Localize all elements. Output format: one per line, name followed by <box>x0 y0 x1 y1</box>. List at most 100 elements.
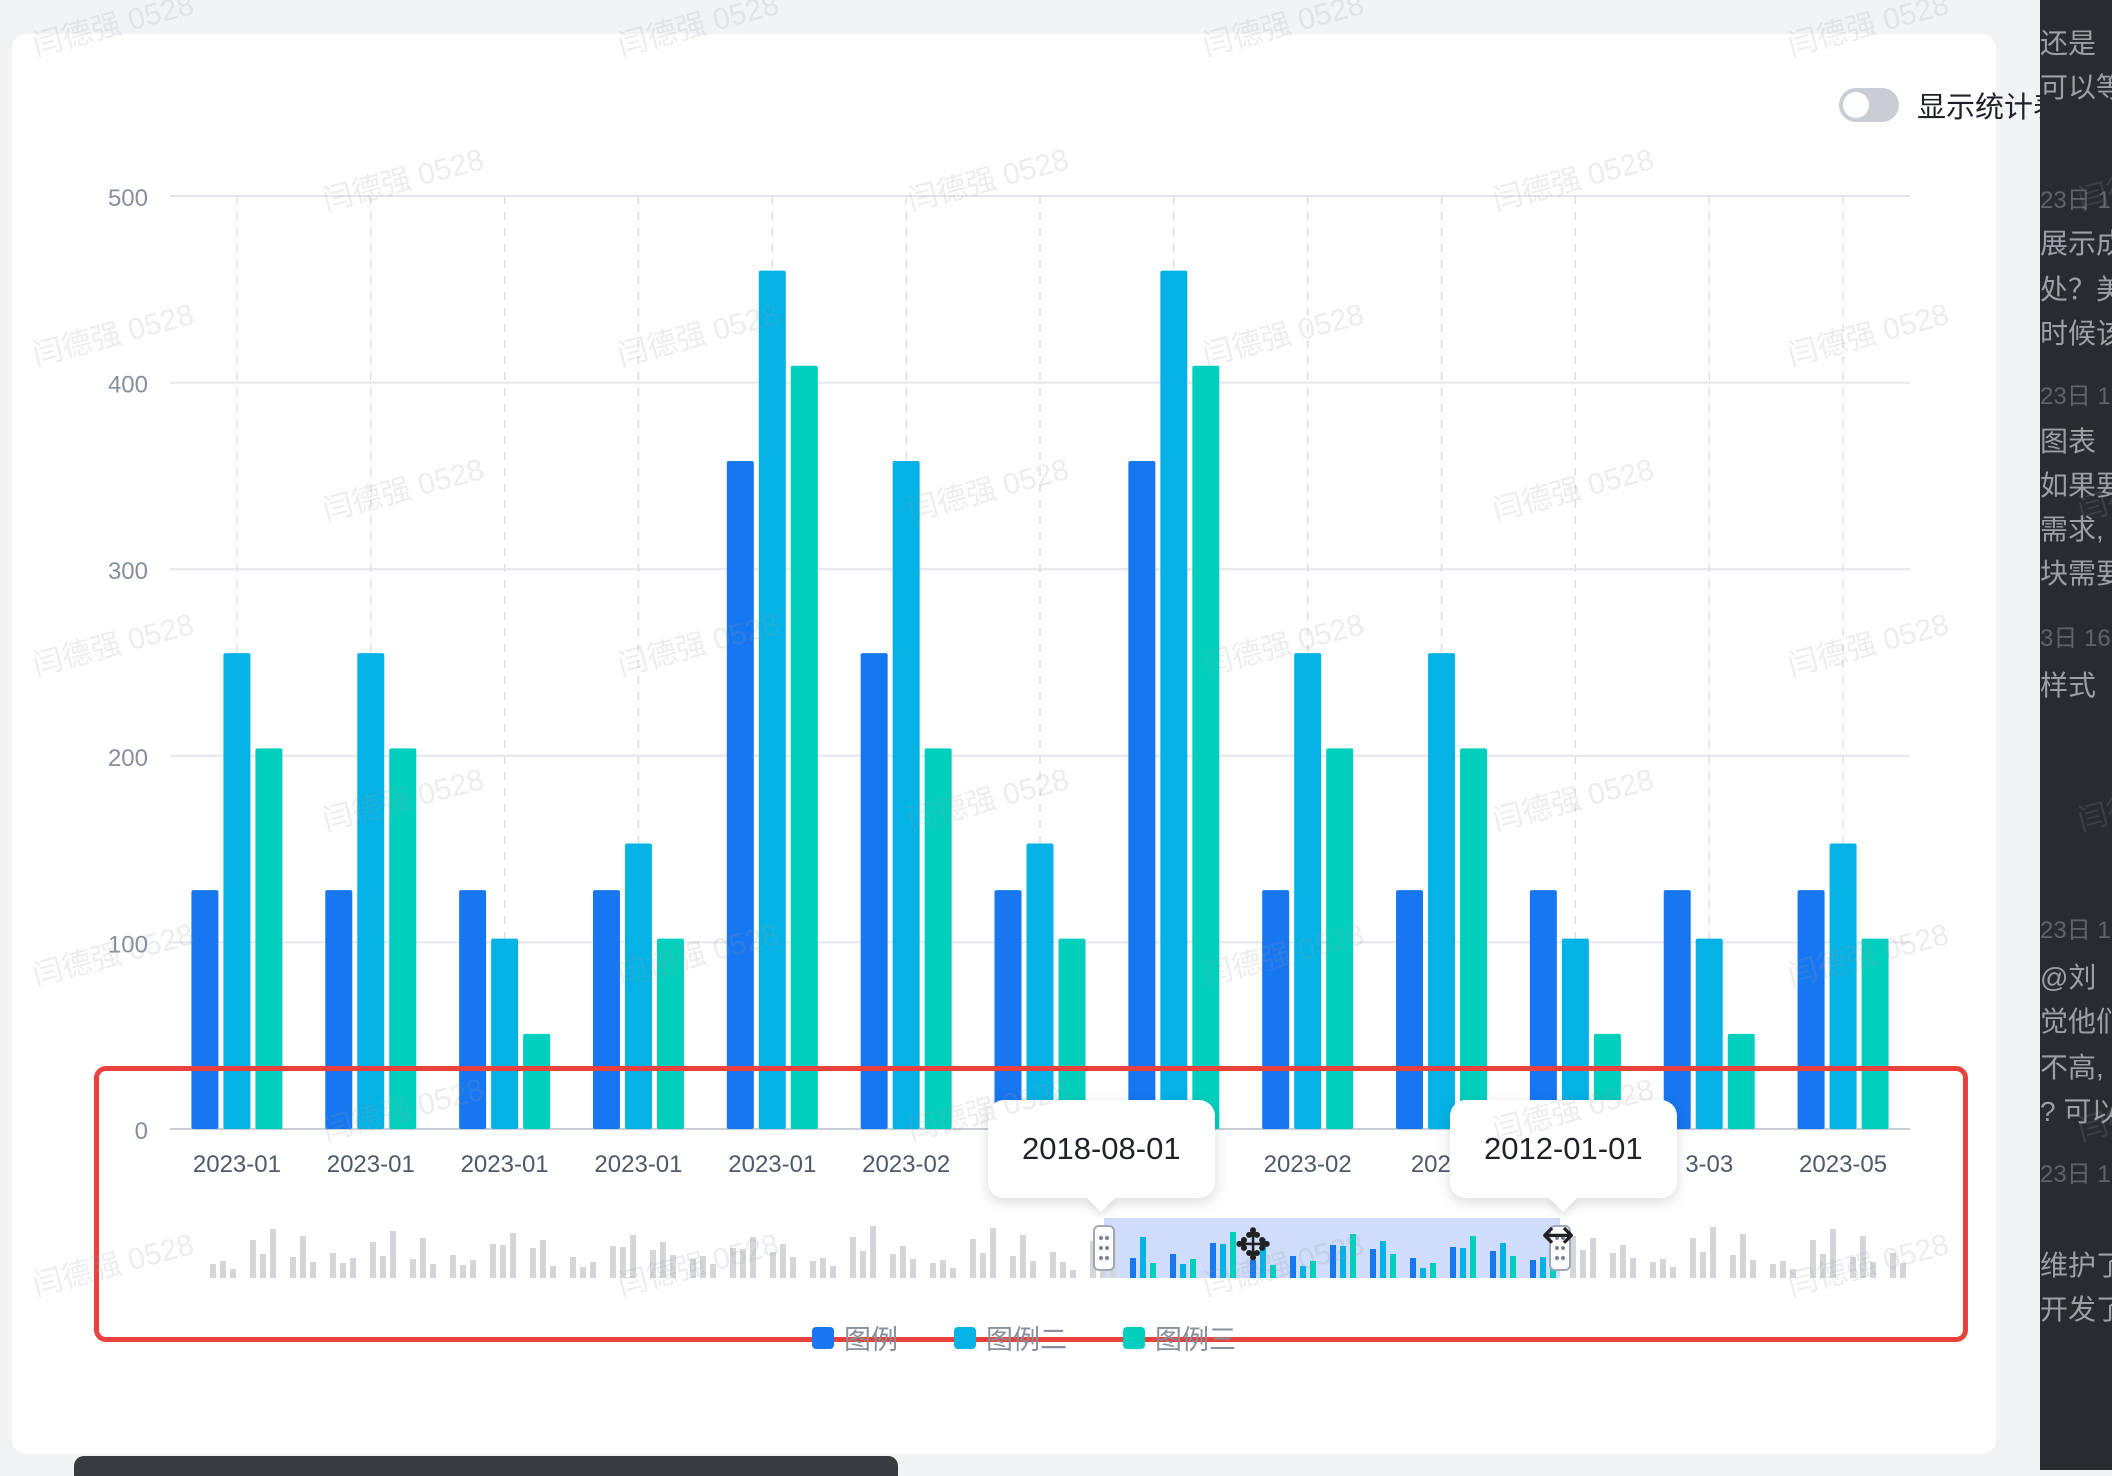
datazoom-mini-bar <box>1030 1261 1036 1278</box>
datazoom-mini-bar <box>810 1261 816 1278</box>
datazoom-mini-bar <box>1460 1248 1466 1278</box>
datazoom-mini-bar <box>1190 1259 1196 1278</box>
datazoom-mini-bar <box>1620 1245 1626 1278</box>
datazoom-mini-bar <box>1380 1241 1386 1278</box>
bar-series2 <box>1294 653 1322 1129</box>
bar-series3 <box>1460 748 1488 1129</box>
datazoom-mini-bar <box>1310 1261 1316 1278</box>
datazoom-mini-bar <box>770 1252 776 1278</box>
legend-item-3[interactable]: 图例三 <box>1123 1318 1236 1357</box>
handle-grip-dot <box>1099 1246 1103 1250</box>
resize-cursor-icon: ↔ <box>1541 1212 1575 1258</box>
legend-item-2[interactable]: 图例二 <box>954 1318 1067 1357</box>
datazoom-mini-bar <box>380 1256 386 1278</box>
datazoom-mini-bar <box>260 1254 266 1278</box>
bar-series2 <box>1829 843 1857 1129</box>
bar-series1 <box>1262 890 1290 1129</box>
datazoom-mini-bar <box>580 1267 586 1278</box>
x-tick-label: 2023-01 <box>728 1151 816 1178</box>
bar-series3 <box>389 748 417 1129</box>
bar-series1 <box>1797 890 1825 1129</box>
handle-grip-dot <box>1105 1236 1109 1240</box>
datazoom-mini-bar <box>910 1259 916 1278</box>
datazoom-mini-bar <box>670 1255 676 1278</box>
datazoom-mini-bar <box>510 1233 516 1278</box>
handle-grip-dot <box>1561 1246 1565 1250</box>
datazoom-mini-bar <box>1150 1263 1156 1278</box>
legend-label-1: 图例 <box>844 1325 898 1355</box>
bar-series3 <box>1058 938 1086 1129</box>
datazoom-mini-bar <box>1230 1232 1236 1278</box>
handle-grip-dot <box>1555 1256 1559 1260</box>
bar-series2 <box>1561 938 1589 1129</box>
datazoom-start-handle <box>1093 1225 1115 1271</box>
bar-series2 <box>624 843 652 1129</box>
datazoom-mini-bar <box>1140 1237 1146 1278</box>
datazoom-mini-bar <box>1350 1234 1356 1278</box>
datazoom-mini-bar <box>500 1245 506 1278</box>
datazoom-mini-bar <box>210 1264 216 1278</box>
datazoom-mini-bar <box>970 1239 976 1278</box>
datazoom-mini-bar <box>570 1257 576 1278</box>
legend-item-1[interactable]: 图例 <box>812 1318 898 1357</box>
datazoom-mini-bar <box>1710 1227 1716 1278</box>
datazoom-mini-bar <box>790 1257 796 1278</box>
bar-series3 <box>1192 365 1220 1129</box>
datazoom-mini-bar <box>1740 1234 1746 1278</box>
datazoom-mini-bar <box>950 1268 956 1278</box>
chart-card <box>12 34 1996 1454</box>
bar-series1 <box>726 460 754 1129</box>
datazoom-mini-bar <box>780 1244 786 1278</box>
datazoom-end-handle <box>1549 1225 1571 1271</box>
datazoom-mini-bar <box>1670 1267 1676 1278</box>
datazoom-mini-bar <box>1450 1247 1456 1278</box>
datazoom-mini-bar <box>1820 1254 1826 1278</box>
datazoom-mini-bar <box>650 1250 656 1278</box>
y-tick-label: 100 <box>108 931 148 958</box>
datazoom-mini-bar <box>1010 1256 1016 1278</box>
datazoom-mini-bar <box>1500 1243 1506 1278</box>
datazoom-mini-bar <box>490 1244 496 1278</box>
bar-series3 <box>523 1033 551 1129</box>
datazoom-mini-bar <box>690 1259 696 1278</box>
datazoom-mini-bar <box>660 1242 666 1278</box>
datazoom-mini-bar <box>750 1237 756 1278</box>
datazoom-mini-bar <box>540 1240 546 1278</box>
datazoom-mini-bar <box>1340 1246 1346 1278</box>
show-table-toggle[interactable] <box>1838 88 1899 122</box>
bar-series1 <box>860 653 888 1129</box>
datazoom-mini-bar <box>710 1264 716 1278</box>
datazoom-mini-bar <box>890 1254 896 1278</box>
bar-series3 <box>1727 1033 1755 1129</box>
bottom-bar <box>74 1456 898 1476</box>
datazoom-mini-bar <box>1370 1249 1376 1278</box>
datazoom-mini-bar <box>1570 1236 1576 1278</box>
datazoom-mini-bar <box>1890 1253 1896 1278</box>
bar-series3 <box>255 748 283 1129</box>
datazoom-mini-bar <box>1770 1264 1776 1278</box>
datazoom-mini-bar <box>1700 1252 1706 1278</box>
handle-grip-dot <box>1555 1246 1559 1250</box>
bar-series2 <box>223 653 251 1129</box>
datazoom-mini-bar <box>290 1257 296 1278</box>
datazoom-mini-bar <box>1250 1260 1256 1278</box>
datazoom-mini-bar <box>1650 1262 1656 1278</box>
datazoom-mini-bar <box>1780 1261 1786 1278</box>
datazoom-mini-bar <box>900 1246 906 1278</box>
handle-grip-dot <box>1105 1246 1109 1250</box>
show-table-toggle-wrap[interactable]: 显示统计表 <box>1838 84 2062 126</box>
datazoom-mini-bar <box>1530 1260 1536 1278</box>
datazoom-mini-bar <box>820 1258 826 1278</box>
datazoom-mini-bar <box>1290 1256 1296 1278</box>
datazoom-mini-bar <box>1220 1244 1226 1278</box>
bar-series3 <box>1326 748 1354 1129</box>
datazoom-mini-bar <box>420 1238 426 1278</box>
datazoom-mini-bar <box>860 1251 866 1278</box>
datazoom-mini-bar <box>1430 1263 1436 1278</box>
datazoom-mini-bar <box>300 1236 306 1278</box>
x-tick-label: 2023-01 <box>193 1151 281 1178</box>
datazoom-mini-bar <box>450 1255 456 1278</box>
handle-grip-dot <box>1105 1256 1109 1260</box>
datazoom-mini-bar <box>330 1253 336 1278</box>
handle-grip-dot <box>1555 1236 1559 1240</box>
